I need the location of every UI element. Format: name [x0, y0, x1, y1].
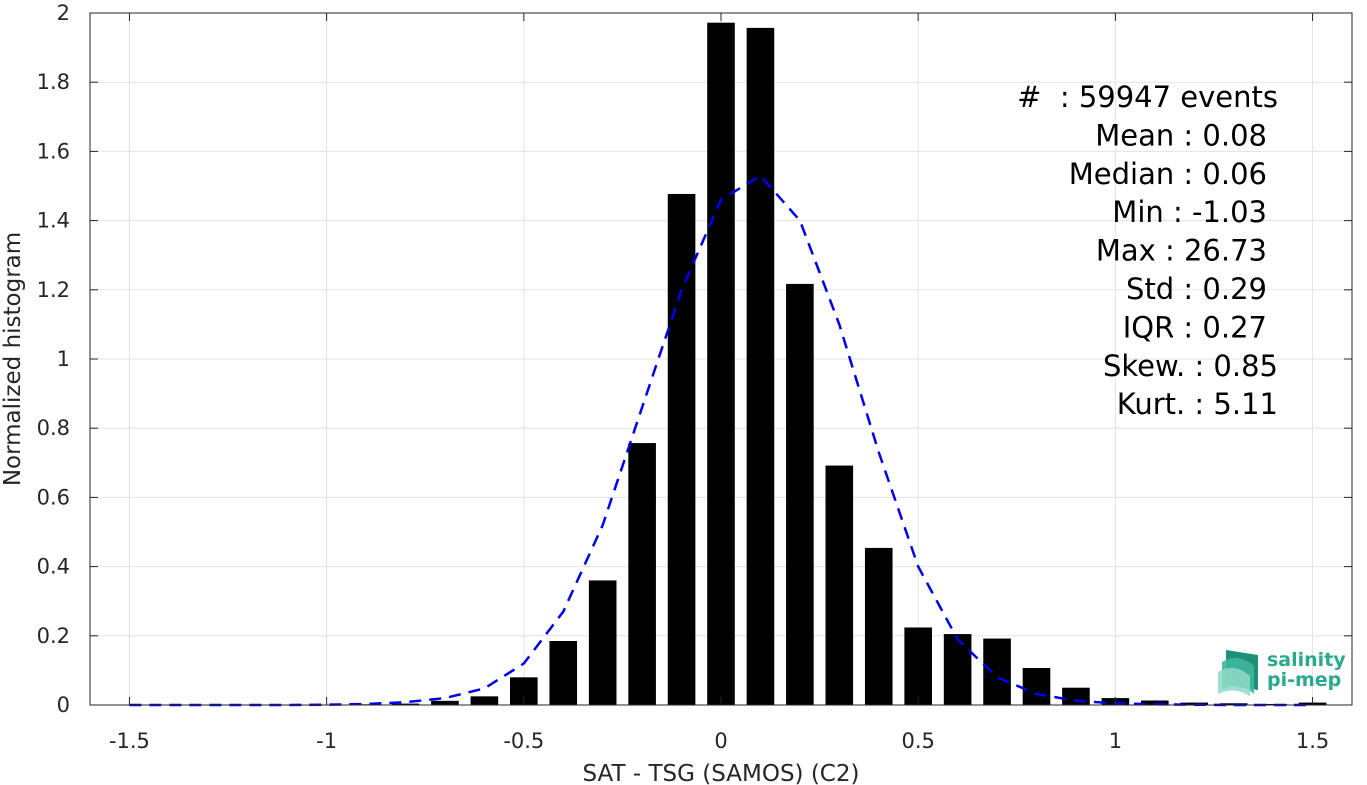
stat-line-8: Kurt. : 5.11 [1117, 387, 1278, 421]
logo-text-pimep: pi-mep [1267, 669, 1341, 691]
y-axis-ticks: 0 0.2 0.4 0.6 0.8 1 1.2 1.4 1.6 1.8 2 [37, 1, 1352, 717]
stat-line-3: Min : -1.03 [1112, 195, 1267, 229]
y-tick-label-2: 0.4 [37, 555, 70, 579]
y-tick-label-9: 1.8 [37, 70, 70, 94]
histogram-bar-21 [943, 634, 972, 705]
stat-line-6: IQR : 0.27 [1123, 310, 1267, 344]
y-tick-label-7: 1.4 [37, 209, 70, 233]
y-tick-label-0: 0 [57, 693, 70, 717]
y-tick-label-3: 0.6 [37, 485, 70, 509]
histogram-bar-7 [391, 703, 420, 705]
y-tick-label-5: 1 [57, 347, 70, 371]
stat-line-2: Median : 0.06 [1069, 157, 1267, 191]
histogram-bar-26 [1141, 700, 1169, 705]
x-tick-label-5: 1 [1109, 729, 1122, 753]
stat-line-5: Std : 0.29 [1126, 272, 1267, 306]
x-tick-label-4: 0.5 [901, 729, 934, 753]
y-tick-label-10: 2 [57, 1, 70, 25]
histogram-bar-16 [746, 27, 775, 706]
salinity-pi-mep-logo: salinity pi-mep [1218, 649, 1346, 696]
histogram-bar-13 [628, 443, 656, 705]
histogram-bar-22 [983, 638, 1011, 705]
histogram-bar-12 [588, 580, 617, 705]
y-tick-label-8: 1.6 [37, 139, 70, 163]
histogram-bar-18 [825, 465, 854, 705]
histogram-bar-14 [667, 193, 696, 705]
histogram-bar-17 [786, 283, 814, 705]
x-tick-label-6: 1.5 [1296, 729, 1329, 753]
histogram-bar-19 [864, 547, 893, 705]
histogram-bar-8 [431, 700, 459, 705]
histogram-bar-15 [707, 22, 735, 706]
x-tick-label-2: -0.5 [503, 729, 544, 753]
logo-waves-icon [1218, 650, 1258, 696]
histogram-bar-20 [904, 627, 932, 705]
stat-line-0: # : 59947 events [1017, 80, 1278, 114]
y-tick-label-4: 0.8 [37, 416, 70, 440]
x-tick-label-3: 0 [714, 729, 727, 753]
statistics-panel: # : 59947 events Mean : 0.08 Median : 0.06… [1017, 80, 1278, 421]
histogram-bars [312, 22, 1327, 706]
histogram-bar-23 [1022, 667, 1051, 705]
stat-line-4: Max : 26.73 [1096, 234, 1267, 268]
logo-text-salinity: salinity [1267, 649, 1346, 671]
x-tick-label-1: -1 [316, 729, 337, 753]
histogram-bar-28 [1219, 703, 1248, 705]
y-tick-label-1: 0.2 [37, 624, 70, 648]
histogram-bar-11 [549, 640, 578, 705]
y-axis-label: Normalized histogram [0, 232, 26, 486]
histogram-bar-29 [1259, 703, 1287, 705]
y-tick-label-6: 1.2 [37, 278, 70, 302]
histogram-bar-9 [470, 696, 499, 705]
x-axis-label: SAT - TSG (SAMOS) (C2) [583, 761, 860, 785]
stat-line-1: Mean : 0.08 [1095, 118, 1267, 152]
stat-line-7: Skew. : 0.85 [1103, 349, 1278, 383]
x-axis-ticks: -1.5 -1 -0.5 0 0.5 1 1.5 [109, 13, 1329, 753]
x-tick-label-0: -1.5 [109, 729, 150, 753]
